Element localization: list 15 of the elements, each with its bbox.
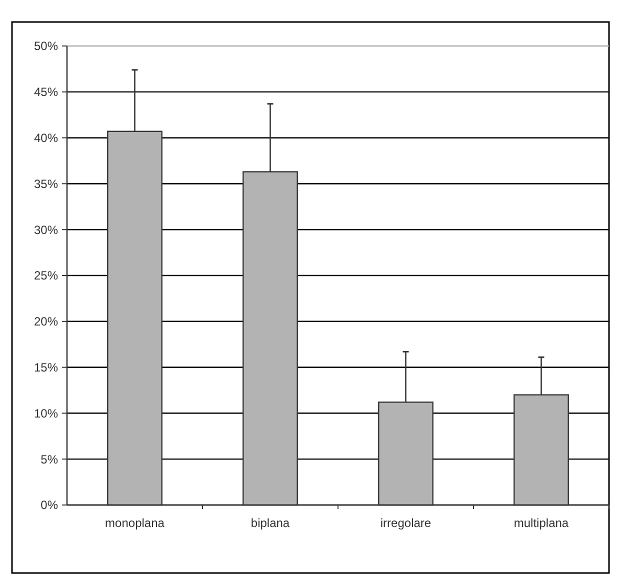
- x-tick-label: monoplana: [105, 516, 165, 530]
- y-tick-label: 35%: [34, 176, 58, 191]
- y-tick-label: 5%: [40, 452, 58, 466]
- y-tick-label: 15%: [34, 360, 58, 374]
- y-tick-label: 20%: [34, 314, 58, 329]
- y-tick-label: 0%: [40, 498, 58, 512]
- y-tick-label: 50%: [34, 39, 58, 54]
- y-tick-label: 30%: [34, 222, 58, 237]
- y-tick-label: 25%: [34, 268, 58, 283]
- y-tick-label: 40%: [34, 131, 58, 145]
- x-tick-label: biplana: [250, 516, 290, 530]
- y-tick-label: 45%: [34, 85, 58, 100]
- x-tick-label: irregolare: [380, 516, 432, 530]
- y-tick-label: 10%: [34, 406, 58, 420]
- x-tick-label: multiplana: [514, 516, 569, 530]
